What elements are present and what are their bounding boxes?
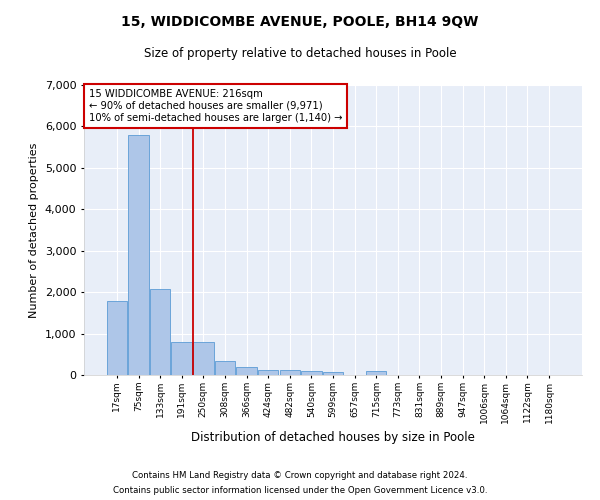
Text: 15, WIDDICOMBE AVENUE, POOLE, BH14 9QW: 15, WIDDICOMBE AVENUE, POOLE, BH14 9QW: [121, 15, 479, 29]
Bar: [215, 361, 235, 375]
Text: Contains public sector information licensed under the Open Government Licence v3: Contains public sector information licen…: [113, 486, 487, 495]
Bar: [366, 372, 386, 375]
Bar: [128, 134, 149, 375]
Bar: [172, 342, 192, 375]
Bar: [107, 302, 127, 375]
Bar: [258, 370, 278, 375]
Bar: [236, 368, 257, 375]
Bar: [280, 370, 300, 375]
Text: 15 WIDDICOMBE AVENUE: 216sqm
← 90% of detached houses are smaller (9,971)
10% of: 15 WIDDICOMBE AVENUE: 216sqm ← 90% of de…: [89, 90, 343, 122]
Bar: [193, 342, 214, 375]
Y-axis label: Number of detached properties: Number of detached properties: [29, 142, 39, 318]
Bar: [323, 372, 343, 375]
X-axis label: Distribution of detached houses by size in Poole: Distribution of detached houses by size …: [191, 431, 475, 444]
Text: Size of property relative to detached houses in Poole: Size of property relative to detached ho…: [143, 48, 457, 60]
Bar: [150, 289, 170, 375]
Text: Contains HM Land Registry data © Crown copyright and database right 2024.: Contains HM Land Registry data © Crown c…: [132, 471, 468, 480]
Bar: [301, 372, 322, 375]
